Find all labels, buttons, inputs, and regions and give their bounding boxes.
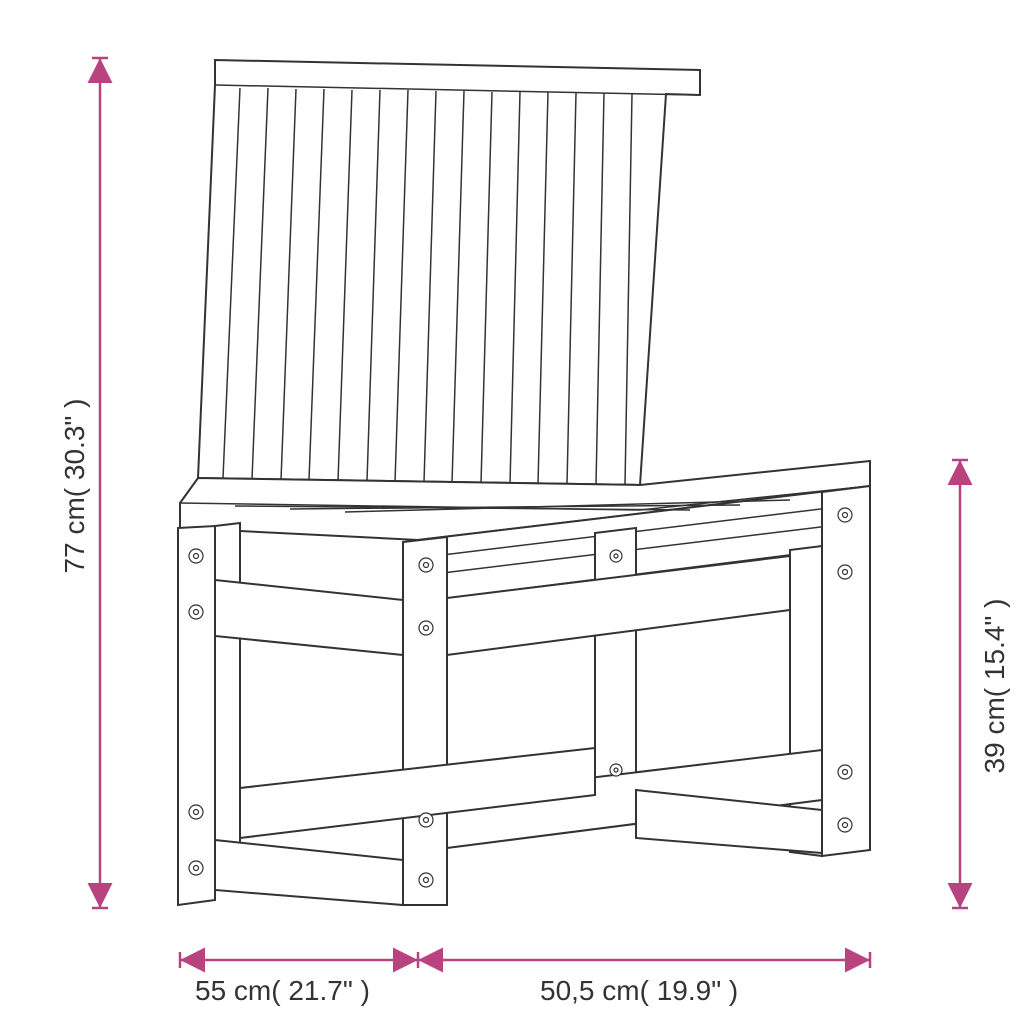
dim-seat-inch: ( 15.4" ) [979, 599, 1010, 698]
dim-height-total: 77 cm( 30.3" ) [59, 396, 91, 576]
dim-seat-cm: 39 cm [979, 697, 1010, 773]
dim-width: 50,5 cm( 19.9" ) [540, 975, 738, 1007]
dim-height-cm: 77 cm [59, 497, 90, 573]
dim-depth: 55 cm( 21.7" ) [195, 975, 370, 1007]
diagram-canvas: 77 cm( 30.3" ) 39 cm( 15.4" ) 55 cm( 21.… [0, 0, 1024, 1024]
dim-height-inch: ( 30.3" ) [59, 399, 90, 498]
dim-width-cm: 50,5 cm [540, 975, 640, 1006]
dim-depth-cm: 55 cm [195, 975, 271, 1006]
chair-drawing [0, 0, 1024, 1024]
dim-width-inch: ( 19.9" ) [640, 975, 739, 1006]
dim-seat-height: 39 cm( 15.4" ) [979, 596, 1011, 776]
dim-depth-inch: ( 21.7" ) [271, 975, 370, 1006]
